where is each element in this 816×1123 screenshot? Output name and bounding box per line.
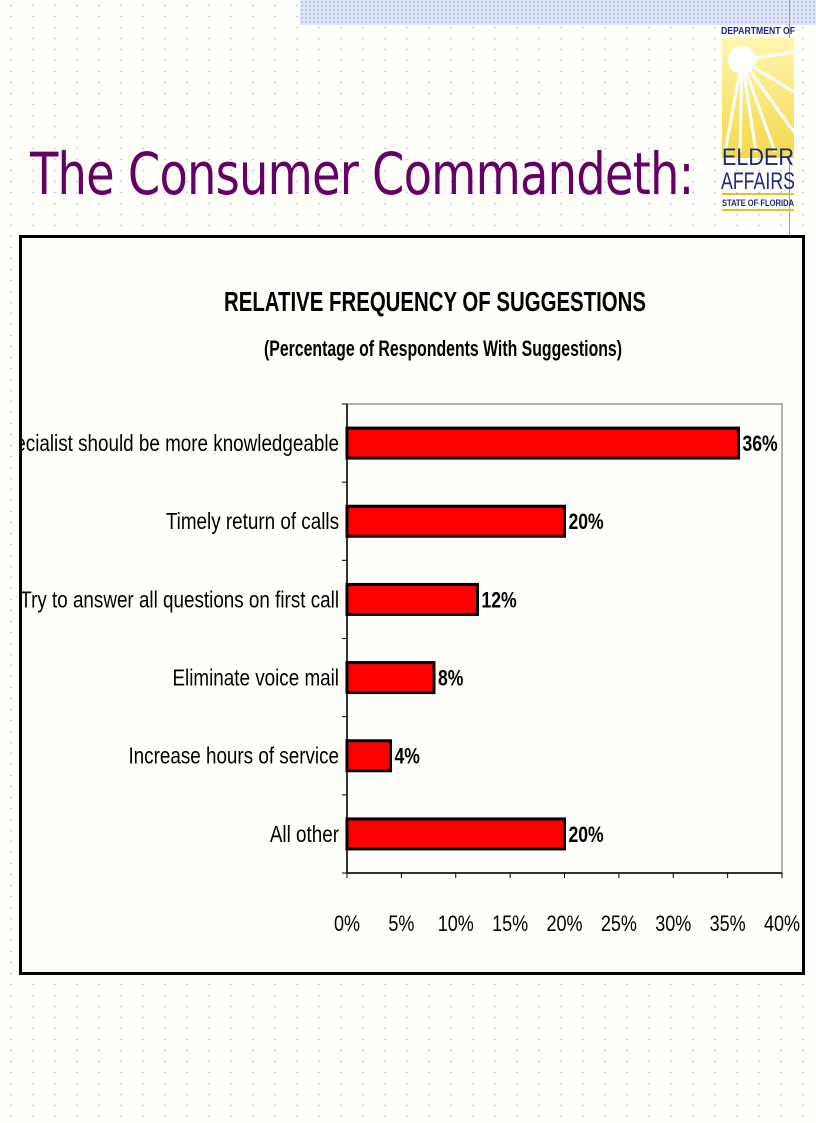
x-tick-label: 30%	[655, 912, 691, 936]
svg-text:DEPARTMENT OF: DEPARTMENT OF	[721, 26, 795, 37]
bar-chart: RELATIVE FREQUENCY OF SUGGESTIONS (Perce…	[0, 286, 800, 936]
bar	[345, 817, 566, 851]
data-label: 20%	[569, 823, 604, 847]
svg-text:STATE OF FLORIDA: STATE OF FLORIDA	[722, 198, 794, 208]
slide-title: The Consumer Commandeth:	[30, 140, 694, 208]
bar	[345, 739, 392, 773]
category-label: Try to answer all questions on first cal…	[22, 588, 339, 613]
x-tick-label: 20%	[546, 912, 582, 936]
category-label: Eliminate voice mail	[172, 666, 339, 691]
x-tick-label: 15%	[492, 912, 528, 936]
elder-affairs-logo: DEPARTMENT OF ELDER AFFAIRS STATE OF FLO…	[721, 26, 796, 211]
category-label: Increase hours of service	[128, 744, 339, 769]
bar	[345, 661, 436, 695]
category-label: Specialist should be more knowledgeable	[22, 431, 339, 456]
header-band	[300, 0, 816, 25]
chart-title: RELATIVE FREQUENCY OF SUGGESTIONS	[224, 286, 646, 317]
data-label: 4%	[395, 745, 421, 769]
x-tick-label: 0%	[334, 912, 360, 936]
svg-text:ELDER: ELDER	[722, 144, 794, 171]
svg-text:AFFAIRS: AFFAIRS	[721, 168, 795, 195]
category-label: Timely return of calls	[166, 510, 339, 535]
bar	[345, 582, 479, 616]
plot-area	[346, 403, 783, 874]
x-tick-label: 35%	[710, 912, 746, 936]
x-tick-label: 25%	[601, 912, 637, 936]
x-tick-label: 10%	[438, 912, 474, 936]
bar	[345, 426, 740, 460]
x-tick-label: 40%	[764, 912, 800, 936]
category-label: All other	[270, 822, 339, 847]
chart-frame: RELATIVE FREQUENCY OF SUGGESTIONS (Perce…	[0, 235, 805, 975]
chart-subtitle: (Percentage of Respondents With Suggesti…	[264, 336, 622, 361]
data-label: 36%	[743, 432, 778, 456]
data-label: 8%	[438, 667, 464, 691]
bar	[345, 504, 566, 538]
data-label: 12%	[482, 589, 517, 613]
data-label: 20%	[569, 510, 604, 534]
x-tick-label: 5%	[388, 912, 414, 936]
